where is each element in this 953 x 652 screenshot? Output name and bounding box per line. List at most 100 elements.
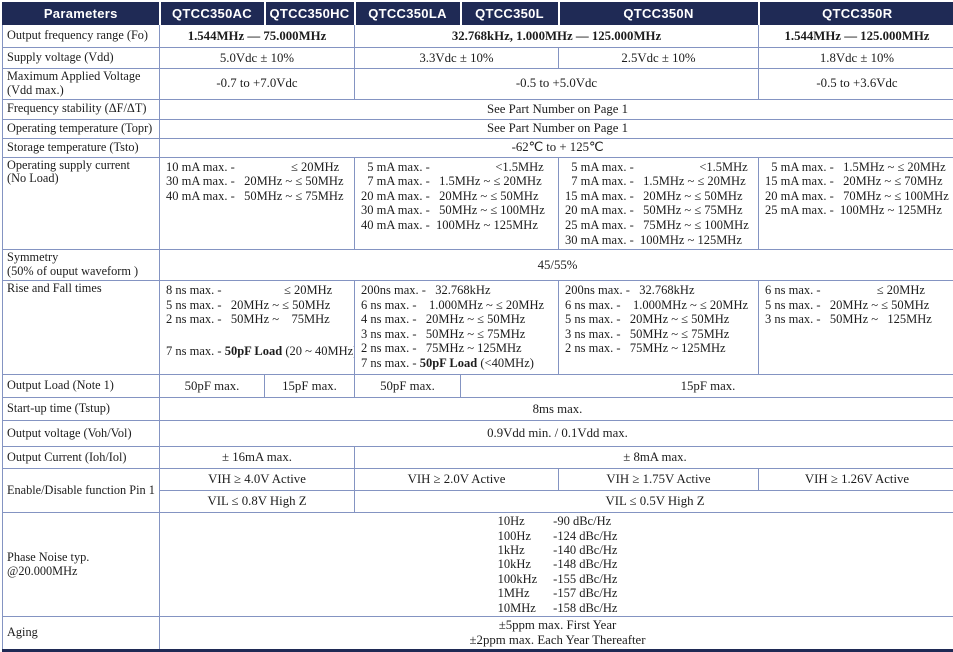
aging-all: ±5ppm max. First Year ±2ppm max. Each Ye… xyxy=(160,616,953,650)
max-voltage-la-l-n: -0.5 to +5.0Vdc xyxy=(355,69,759,100)
row-startup-time: Start-up time (Tstup) 8ms max. xyxy=(3,398,953,421)
row-freq-stability: Frequency stability (ΔF/ΔT) See Part Num… xyxy=(3,99,953,119)
current-line: 20 mA max. - 20MHz ~ ≤ 50MHz xyxy=(361,189,556,204)
phase-noise-freq: 10kHz xyxy=(498,557,538,571)
row-freq-range: Output frequency range (Fo) 1.544MHz — 7… xyxy=(3,25,953,48)
phase-noise-value: -140 dBc/Hz xyxy=(553,543,617,557)
current-line: 40 mA max. - 50MHz ~ ≤ 75MHz xyxy=(166,189,352,204)
phase-noise-freq: 10MHz xyxy=(498,601,538,615)
row-enable-disable-vih: Enable/Disable function Pin 1 VIH ≥ 4.0V… xyxy=(3,469,953,491)
vil-rest: VIL ≤ 0.5V High Z xyxy=(355,491,953,513)
freq-range-la-l-n: 32.768kHz, 1.000MHz — 125.000MHz xyxy=(355,25,759,48)
header-qtcc350l: QTCC350L xyxy=(461,3,559,25)
row-output-voltage: Output voltage (Voh/Vol) 0.9Vdd min. / 0… xyxy=(3,421,953,447)
row-phase-noise: Phase Noise typ. @20.000MHz 10Hz-90 dBc/… xyxy=(3,513,953,617)
row-label: Start-up time (Tstup) xyxy=(3,398,160,421)
rise-fall-line: 2 ns max. - 50MHz ~ 75MHz xyxy=(166,312,352,327)
freq-range-r: 1.544MHz — 125.000MHz xyxy=(759,25,953,48)
supply-current-ac-hc: 10 mA max. - ≤ 20MHz 30 mA max. - 20MHz … xyxy=(160,157,355,250)
row-label: Rise and Fall times xyxy=(3,281,160,375)
row-label: Supply voltage (Vdd) xyxy=(3,48,160,69)
current-line: 7 mA max. - 1.5MHz ~ ≤ 20MHz xyxy=(565,174,756,189)
current-line: 7 mA max. - 1.5MHz ~ ≤ 20MHz xyxy=(361,174,556,189)
current-line: 5 mA max. - 1.5MHz ~ ≤ 20MHz xyxy=(765,160,953,175)
row-rise-fall: Rise and Fall times 8 ns max. - ≤ 20MHz … xyxy=(3,281,953,375)
header-row: Parameters QTCC350AC QTCC350HC QTCC350LA… xyxy=(3,3,953,25)
phase-noise-value: -148 dBc/Hz xyxy=(553,557,617,571)
rise-fall-ac-hc: 8 ns max. - ≤ 20MHz 5 ns max. - 20MHz ~ … xyxy=(160,281,355,375)
phase-noise-freq: 100Hz xyxy=(498,529,538,543)
startup-all: 8ms max. xyxy=(160,398,953,421)
phase-noise-freq: 1kHz xyxy=(498,543,538,557)
rise-fall-r: 6 ns max. - ≤ 20MHz 5 ns max. - 20MHz ~ … xyxy=(759,281,953,375)
header-parameters: Parameters xyxy=(3,3,160,25)
rise-fall-line: 3 ns max. - 50MHz ~ 125MHz xyxy=(765,312,953,327)
current-line: 25 mA max. - 100MHz ~ 125MHz xyxy=(765,203,953,218)
row-label: Storage temperature (Tsto) xyxy=(3,138,160,157)
vih-r: VIH ≥ 1.26V Active xyxy=(759,469,953,491)
current-line: 20 mA max. - 70MHz ~ ≤ 100MHz xyxy=(765,189,953,204)
rise-fall-line: 3 ns max. - 50MHz ~ ≤ 75MHz xyxy=(565,327,756,342)
rise-fall-la-l: 200ns max. - 32.768kHz 6 ns max. - 1.000… xyxy=(355,281,559,375)
output-current-ac-hc: ± 16mA max. xyxy=(160,447,355,469)
max-voltage-ac-hc: -0.7 to +7.0Vdc xyxy=(160,69,355,100)
row-label: Aging xyxy=(3,616,160,650)
row-output-current: Output Current (Ioh/Iol) ± 16mA max. ± 8… xyxy=(3,447,953,469)
row-aging: Aging ±5ppm max. First Year ±2ppm max. E… xyxy=(3,616,953,650)
row-label: Maximum Applied Voltage (Vdd max.) xyxy=(3,69,160,100)
current-line: 15 mA max. - 20MHz ~ ≤ 50MHz xyxy=(565,189,756,204)
output-load-la: 50pF max. xyxy=(355,375,461,398)
rise-fall-line: 4 ns max. - 20MHz ~ ≤ 50MHz xyxy=(361,312,556,327)
vih-n: VIH ≥ 1.75V Active xyxy=(559,469,759,491)
header-qtcc350r: QTCC350R xyxy=(759,3,953,25)
rise-fall-line: 5 ns max. - 20MHz ~ ≤ 50MHz xyxy=(565,312,756,327)
phase-noise-value: -158 dBc/Hz xyxy=(553,601,617,615)
rise-fall-line: 5 ns max. - 20MHz ~ ≤ 50MHz xyxy=(166,298,352,313)
row-max-applied-voltage: Maximum Applied Voltage (Vdd max.) -0.7 … xyxy=(3,69,953,100)
operating-temp-all: See Part Number on Page 1 xyxy=(160,119,953,138)
row-output-load: Output Load (Note 1) 50pF max. 15pF max.… xyxy=(3,375,953,398)
current-line: 20 mA max. - 50MHz ~ ≤ 75MHz xyxy=(565,203,756,218)
row-storage-temp: Storage temperature (Tsto) -62℃ to + 125… xyxy=(3,138,953,157)
supply-current-n: 5 mA max. - <1.5MHz 7 mA max. - 1.5MHz ~… xyxy=(559,157,759,250)
supply-voltage-ac-hc: 5.0Vdc ± 10% xyxy=(160,48,355,69)
current-line: 15 mA max. - 20MHz ~ ≤ 70MHz xyxy=(765,174,953,189)
supply-current-r: 5 mA max. - 1.5MHz ~ ≤ 20MHz 15 mA max. … xyxy=(759,157,953,250)
current-line: 10 mA max. - ≤ 20MHz xyxy=(166,160,352,175)
output-current-rest: ± 8mA max. xyxy=(355,447,953,469)
supply-current-la-l: 5 mA max. - <1.5MHz 7 mA max. - 1.5MHz ~… xyxy=(355,157,559,250)
header-qtcc350hc: QTCC350HC xyxy=(265,3,355,25)
rise-fall-line: 200ns max. - 32.768kHz xyxy=(565,283,756,298)
freq-stability-all: See Part Number on Page 1 xyxy=(160,99,953,119)
aging-line-2: ±2ppm max. Each Year Thereafter xyxy=(163,633,952,648)
vih-ac-hc: VIH ≥ 4.0V Active xyxy=(160,469,355,491)
current-line: 30 mA max. - 20MHz ~ ≤ 50MHz xyxy=(166,174,352,189)
rise-fall-line: 3 ns max. - 50MHz ~ ≤ 75MHz xyxy=(361,327,556,342)
phase-noise-value: -157 dBc/Hz xyxy=(553,586,617,600)
row-label: Symmetry (50% of ouput waveform ) xyxy=(3,250,160,281)
output-load-hc: 15pF max. xyxy=(265,375,355,398)
storage-temp-all: -62℃ to + 125℃ xyxy=(160,138,953,157)
header-qtcc350ac: QTCC350AC xyxy=(160,3,265,25)
row-label: Output frequency range (Fo) xyxy=(3,25,160,48)
phase-noise-freq: 1MHz xyxy=(498,586,538,600)
phase-noise-value: -155 dBc/Hz xyxy=(553,572,617,586)
phase-noise-freq: 10Hz xyxy=(498,514,538,528)
rise-fall-line: 5 ns max. - 20MHz ~ ≤ 50MHz xyxy=(765,298,953,313)
current-line: 25 mA max. - 75MHz ~ ≤ 100MHz xyxy=(565,218,756,233)
row-supply-current: Operating supply current (No Load) 10 mA… xyxy=(3,157,953,250)
rise-fall-n: 200ns max. - 32.768kHz 6 ns max. - 1.000… xyxy=(559,281,759,375)
max-voltage-r: -0.5 to +3.6Vdc xyxy=(759,69,953,100)
row-label: Output voltage (Voh/Vol) xyxy=(3,421,160,447)
header-qtcc350la: QTCC350LA xyxy=(355,3,461,25)
phase-noise-value: -90 dBc/Hz xyxy=(553,514,617,528)
phase-noise-all: 10Hz-90 dBc/Hz 100Hz-124 dBc/Hz 1kHz-140… xyxy=(160,513,953,617)
current-line: 30 mA max. - 100MHz ~ 125MHz xyxy=(565,233,756,248)
rise-fall-load-line: 7 ns max. - 50pF Load (20 ~ 40MHz) xyxy=(166,344,352,359)
vil-ac-hc: VIL ≤ 0.8V High Z xyxy=(160,491,355,513)
phase-noise-freq: 100kHz xyxy=(498,572,538,586)
header-qtcc350n: QTCC350N xyxy=(559,3,759,25)
rise-fall-line: 6 ns max. - ≤ 20MHz xyxy=(765,283,953,298)
row-supply-voltage: Supply voltage (Vdd) 5.0Vdc ± 10% 3.3Vdc… xyxy=(3,48,953,69)
